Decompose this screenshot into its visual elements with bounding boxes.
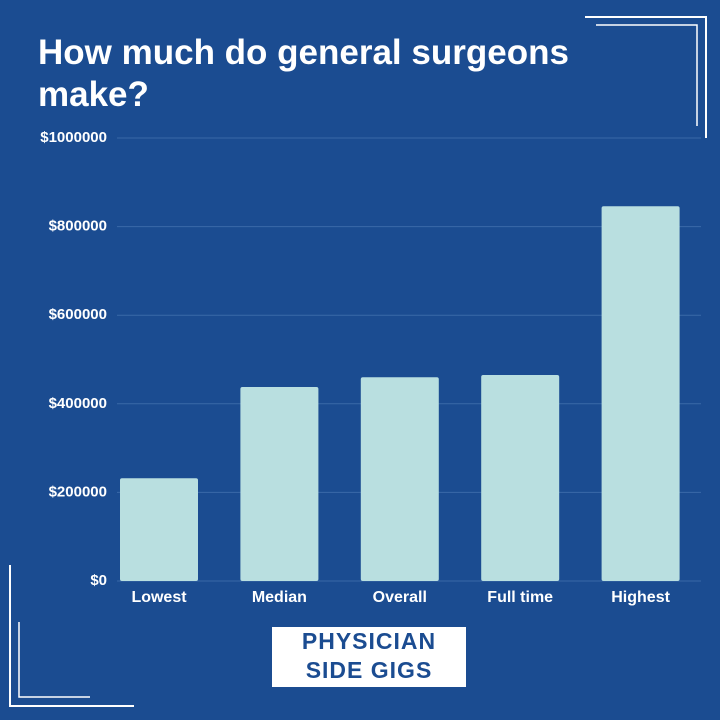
bar xyxy=(481,375,560,581)
x-tick-label: Lowest xyxy=(131,589,187,606)
y-tick-label: $400000 xyxy=(49,395,107,412)
y-tick-label: $1000000 xyxy=(40,129,107,146)
x-tick-label: Overall xyxy=(373,589,427,606)
corner-decoration xyxy=(9,565,134,707)
corner-decoration xyxy=(596,24,698,126)
x-tick-label: Highest xyxy=(611,589,670,606)
brand-text: SIDE GIGS xyxy=(306,657,433,683)
y-tick-label: $200000 xyxy=(49,483,107,500)
corner-decoration xyxy=(18,622,90,698)
y-tick-label: $0 xyxy=(90,572,107,589)
bar xyxy=(120,478,198,581)
y-tick-label: $800000 xyxy=(49,218,107,235)
bar xyxy=(240,386,319,581)
bar xyxy=(601,206,680,582)
brand-box xyxy=(272,627,466,687)
brand-text: PHYSICIAN xyxy=(302,628,436,654)
x-tick-label: Median xyxy=(252,589,307,606)
x-tick-label: Full time xyxy=(487,589,553,606)
y-tick-label: $600000 xyxy=(49,306,107,323)
bar xyxy=(360,377,439,581)
corner-decoration xyxy=(585,16,707,138)
chart-title: How much do general surgeons make? xyxy=(38,33,569,114)
